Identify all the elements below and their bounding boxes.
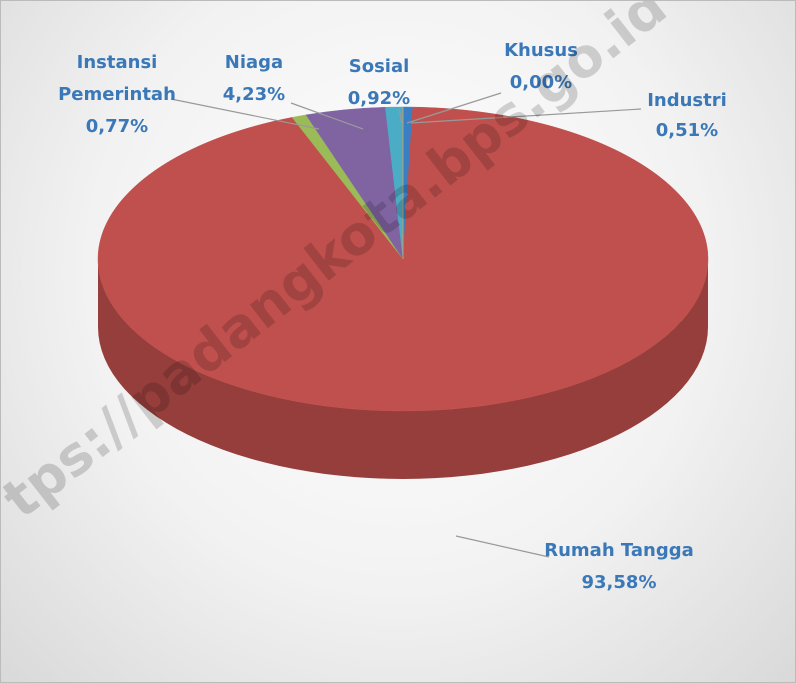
slice-label: Instansi Pemerintah <box>58 52 176 105</box>
leader-line <box>455 535 550 558</box>
slice-label: Industri <box>647 90 727 111</box>
slice-value: 4,23% <box>222 84 286 105</box>
leader-line <box>406 92 502 124</box>
slice-value: 0,51% <box>655 120 719 141</box>
slice-value: 0,00% <box>509 72 573 93</box>
slice-side <box>98 259 708 479</box>
slice-value: 93,58% <box>581 572 657 593</box>
slice-value: 0,92% <box>347 88 411 109</box>
slice-label: Khusus <box>504 40 578 61</box>
leader-line <box>170 98 320 130</box>
slice-value: 0,77% <box>85 116 149 137</box>
leader-line <box>398 108 403 124</box>
leader-line <box>410 108 642 124</box>
slice-label: Niaga <box>224 52 284 73</box>
slice-label: Rumah Tangga <box>544 540 694 561</box>
leader-line <box>290 102 364 130</box>
slice-label: Sosial <box>348 56 410 77</box>
